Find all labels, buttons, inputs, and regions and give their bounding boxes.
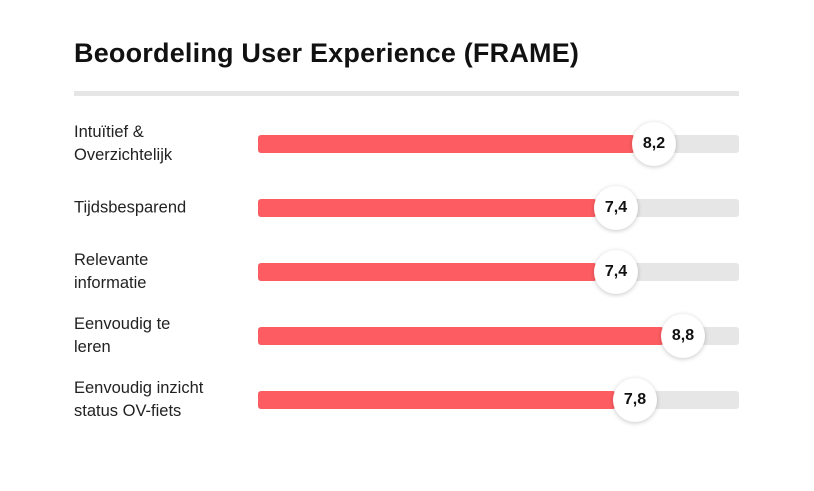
bar-row: Relevante informatie 7,4 <box>0 242 814 302</box>
bar <box>258 327 681 345</box>
chart-title: Beoordeling User Experience (FRAME) <box>74 38 580 68</box>
bar-track: 7,4 <box>258 250 739 294</box>
title-divider <box>74 91 739 96</box>
category-label: Eenvoudig te leren <box>74 315 171 356</box>
bar-row: Eenvoudig inzicht status OV-fiets 7,8 <box>0 370 814 430</box>
value-label: 7,4 <box>594 250 638 294</box>
value-label: 7,8 <box>613 378 657 422</box>
category-label: Intuïtief & Overzichtelijk <box>74 123 173 164</box>
bar-track: 7,8 <box>258 378 739 422</box>
bar-row: Eenvoudig te leren 8,8 <box>0 306 814 366</box>
bar <box>258 391 633 409</box>
bar-track: 8,2 <box>258 122 739 166</box>
bar-row: Intuïtief & Overzichtelijk 8,2 <box>0 114 814 174</box>
value-label: 8,2 <box>632 122 676 166</box>
category-label: Relevante informatie <box>74 251 149 292</box>
bar <box>258 135 652 153</box>
bar-track: 7,4 <box>258 186 739 230</box>
category-label: Eenvoudig inzicht status OV-fiets <box>74 379 204 420</box>
bar <box>258 263 614 281</box>
bar-row: Tijdsbesparend 7,4 <box>0 178 814 238</box>
value-label: 8,8 <box>661 314 705 358</box>
bar <box>258 199 614 217</box>
bar-track: 8,8 <box>258 314 739 358</box>
value-label: 7,4 <box>594 186 638 230</box>
category-label: Tijdsbesparend <box>74 198 187 217</box>
